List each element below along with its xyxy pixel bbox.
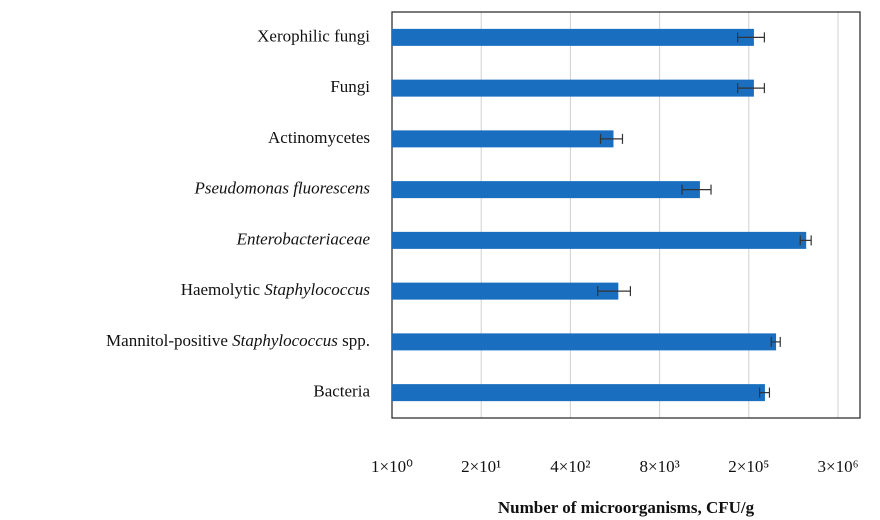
- y-tick-label: Fungi: [330, 77, 370, 96]
- bar: [392, 28, 754, 46]
- x-tick-label: 8×10³: [640, 457, 680, 476]
- y-tick-label: Mannitol-positive Staphylococcus spp.: [106, 331, 370, 350]
- y-tick-label: Xerophilic fungi: [257, 26, 370, 45]
- error-bar: [770, 336, 781, 347]
- bar: [392, 282, 619, 300]
- label-part: Bacteria: [313, 382, 370, 401]
- bar: [392, 333, 777, 351]
- x-axis-title: Number of microorganisms, CFU/g: [498, 498, 755, 517]
- bar: [392, 79, 754, 97]
- x-tick-label: 2×10¹: [461, 457, 501, 476]
- error-bar: [597, 286, 631, 297]
- y-tick-label: Haemolytic Staphylococcus: [181, 280, 371, 299]
- label-part: Mannitol-positive: [106, 331, 232, 350]
- bar: [392, 384, 765, 402]
- y-tick-label: Enterobacteriaceae: [236, 229, 371, 248]
- bar: [392, 181, 700, 199]
- bar: [392, 130, 614, 148]
- y-tick-label: Bacteria: [313, 382, 370, 401]
- error-bar: [737, 32, 765, 43]
- label-part: Staphylococcus: [232, 331, 338, 350]
- error-bar: [799, 235, 812, 246]
- label-part: Staphylococcus: [264, 280, 370, 299]
- bar: [392, 231, 807, 249]
- error-bar: [681, 184, 712, 195]
- plot-frame: [391, 11, 861, 419]
- label-part: Xerophilic fungi: [257, 26, 370, 45]
- x-tick-label: 4×10²: [550, 457, 590, 476]
- error-bar: [759, 387, 771, 398]
- x-tick-label: 3×10⁶: [817, 457, 858, 476]
- error-bar: [599, 133, 624, 144]
- label-part: spp.: [338, 331, 370, 350]
- label-part: Actinomycetes: [268, 128, 370, 147]
- y-tick-label: Actinomycetes: [268, 128, 370, 147]
- y-tick-label: Pseudomonas fluorescens: [194, 179, 371, 198]
- x-tick-label: 2×10⁵: [728, 457, 769, 476]
- error-bar: [737, 83, 765, 94]
- label-part: Fungi: [330, 77, 370, 96]
- x-tick-label: 1×10⁰: [371, 457, 413, 476]
- label-part: Pseudomonas fluorescens: [194, 179, 371, 198]
- label-part: Haemolytic: [181, 280, 265, 299]
- label-part: Enterobacteriaceae: [236, 229, 371, 248]
